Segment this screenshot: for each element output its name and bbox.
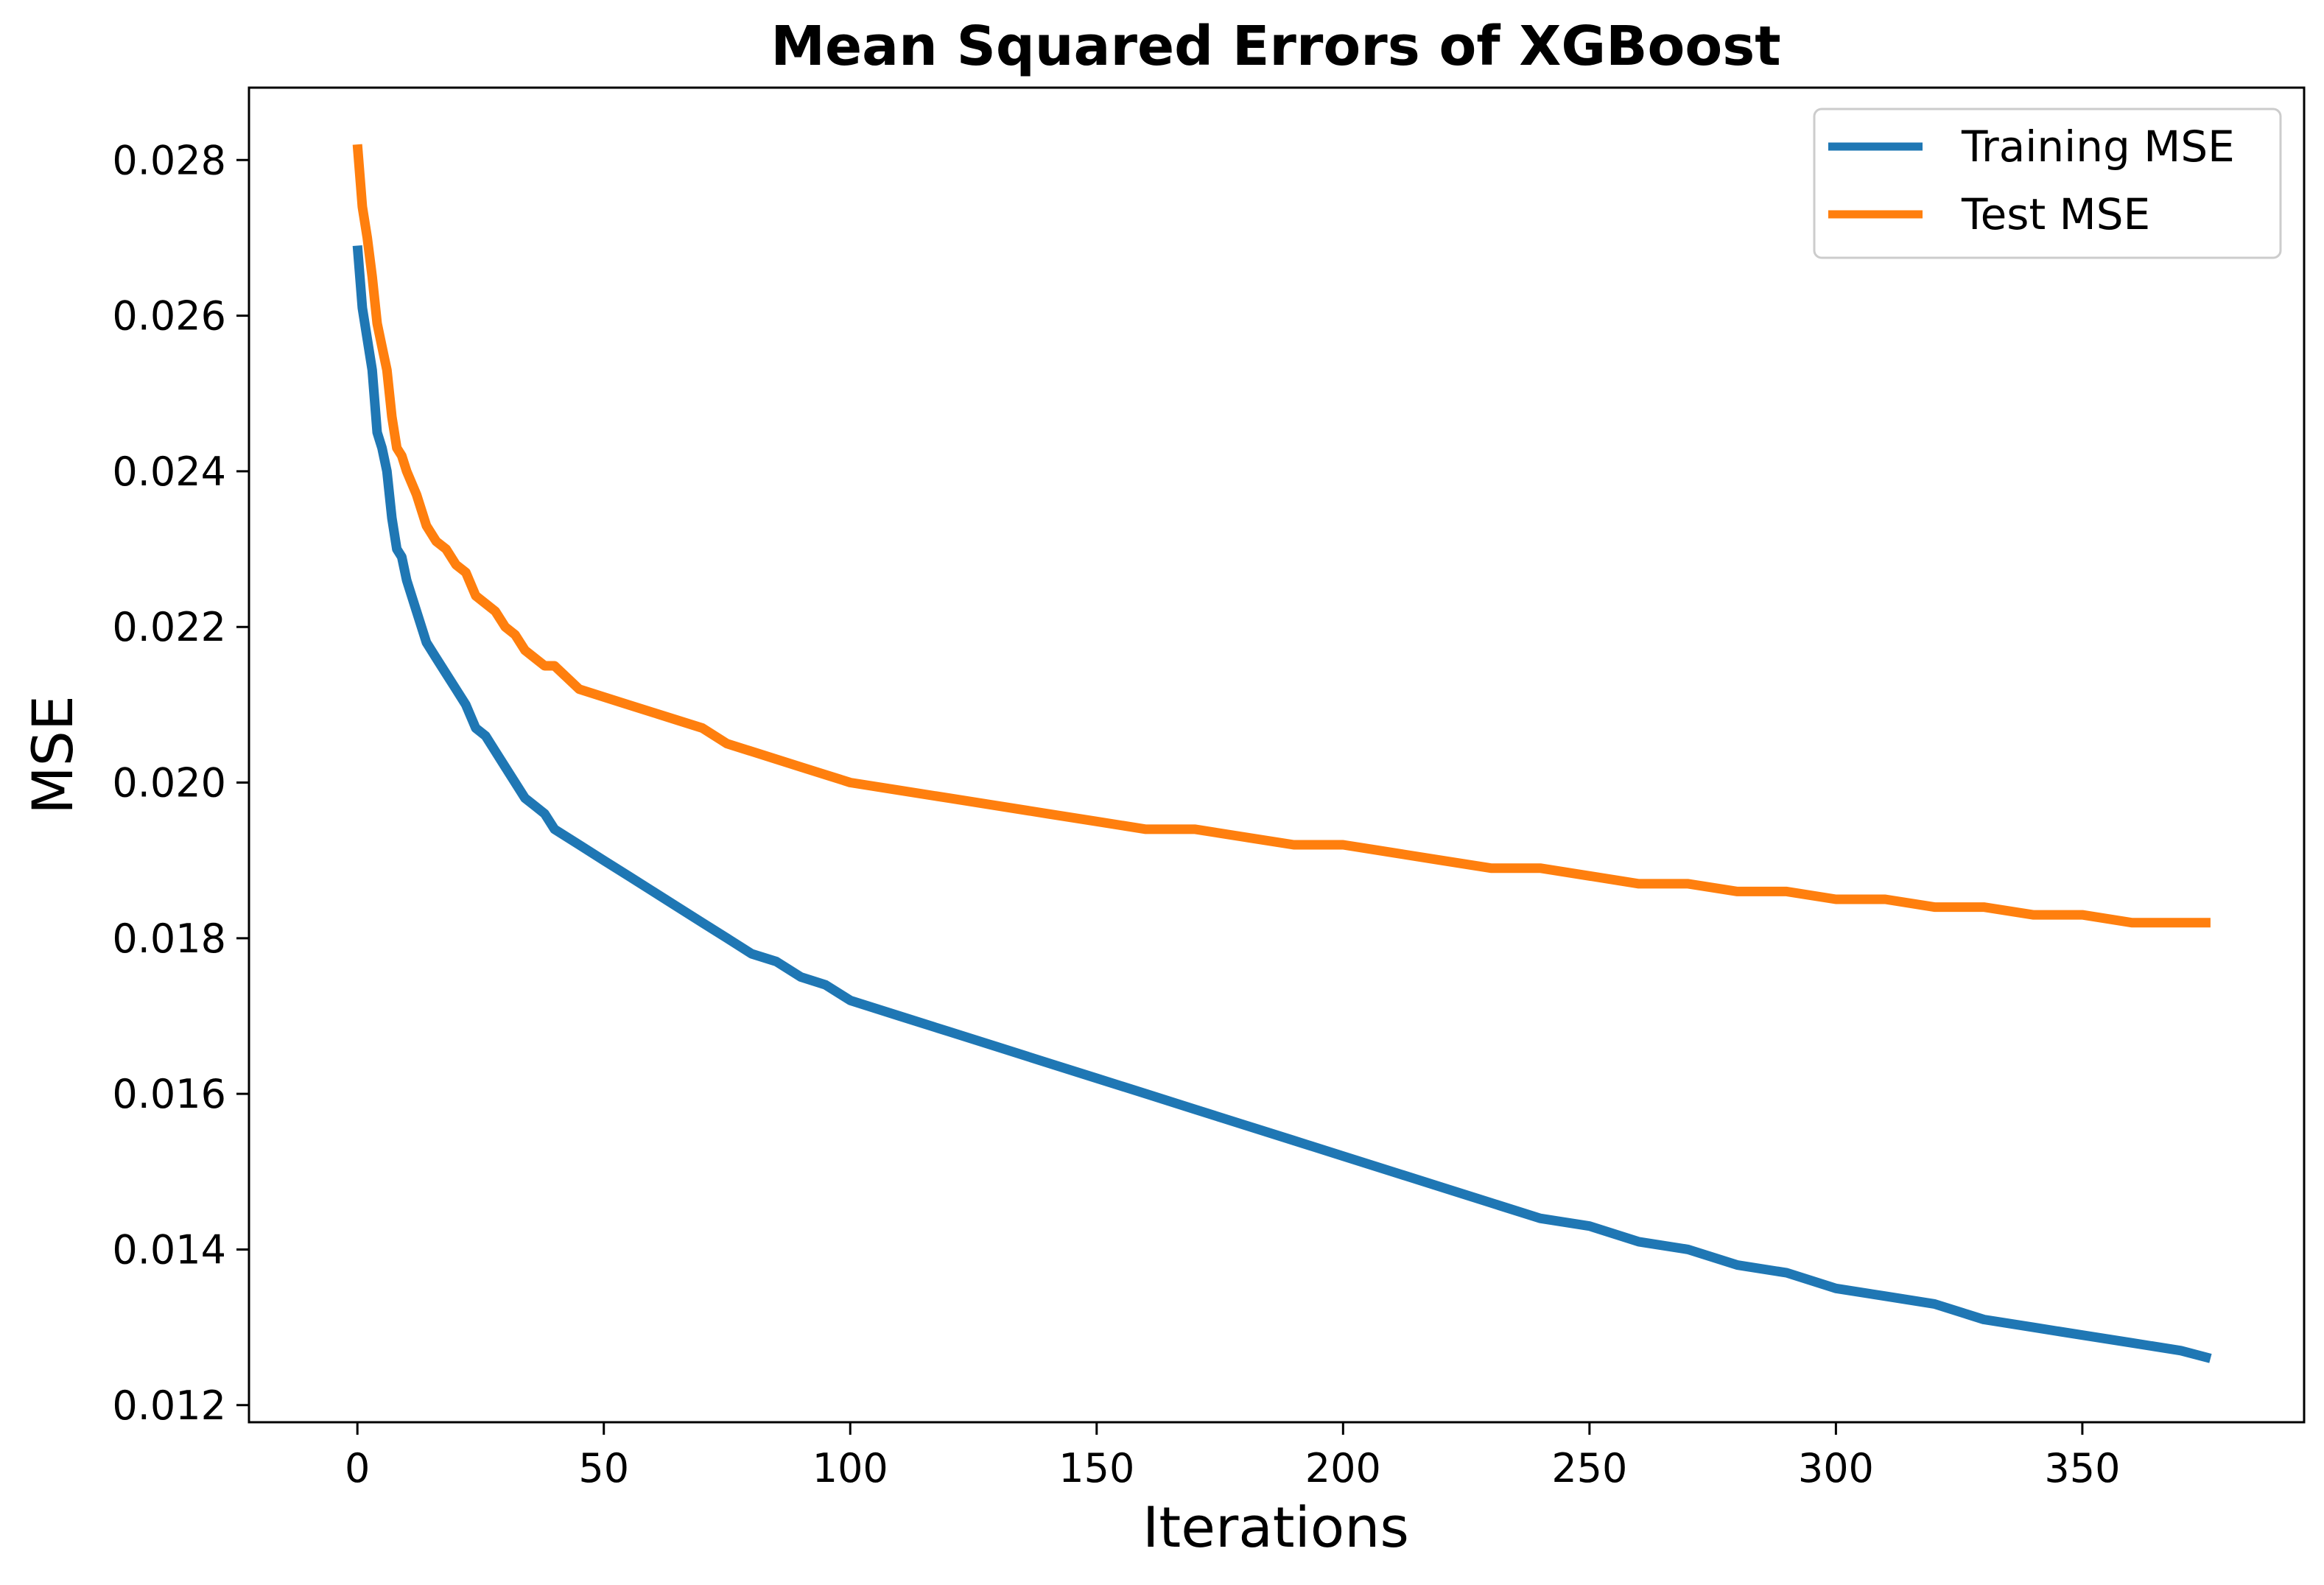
x-axis-label: Iterations <box>1142 1494 1409 1560</box>
y-tick-label: 0.020 <box>112 760 226 806</box>
legend-box <box>1813 108 2282 259</box>
x-tick-label: 100 <box>812 1445 888 1491</box>
x-tick-label: 0 <box>345 1445 370 1491</box>
legend-label-training: Training MSE <box>1961 122 2235 172</box>
x-tick-label: 150 <box>1059 1445 1134 1491</box>
series-line-test-mse <box>352 144 2211 928</box>
x-tick-label: 300 <box>1798 1445 1874 1491</box>
legend-label-test: Test MSE <box>1961 189 2150 239</box>
chart-title: Mean Squared Errors of XGBoost <box>770 15 1780 78</box>
y-tick-label: 0.026 <box>112 293 226 340</box>
y-tick-label: 0.022 <box>112 604 226 650</box>
plot-frame <box>248 86 2306 1424</box>
x-tick-label: 50 <box>578 1445 629 1491</box>
series-group <box>352 144 2212 1363</box>
x-tick-label: 250 <box>1551 1445 1627 1491</box>
y-tick-label: 0.024 <box>112 449 226 495</box>
x-tick-label: 200 <box>1305 1445 1381 1491</box>
y-axis-label: MSE <box>20 695 85 815</box>
y-tick-label: 0.028 <box>112 137 226 183</box>
y-tick-label: 0.016 <box>112 1071 226 1117</box>
legend: Training MSE Test MSE <box>1813 108 2282 259</box>
x-axis: 0 50 100 150 200 250 300 350 <box>345 1422 2120 1491</box>
y-axis: 0.012 0.014 0.016 0.018 0.020 0.022 0.024 0.026… <box>112 137 249 1429</box>
plot-area <box>352 144 2212 1363</box>
x-tick-label: 350 <box>2044 1445 2120 1491</box>
y-tick-label: 0.018 <box>112 915 226 962</box>
y-tick-label: 0.014 <box>112 1226 226 1273</box>
series-line-training-mse <box>352 245 2212 1363</box>
y-tick-label: 0.012 <box>112 1382 226 1429</box>
